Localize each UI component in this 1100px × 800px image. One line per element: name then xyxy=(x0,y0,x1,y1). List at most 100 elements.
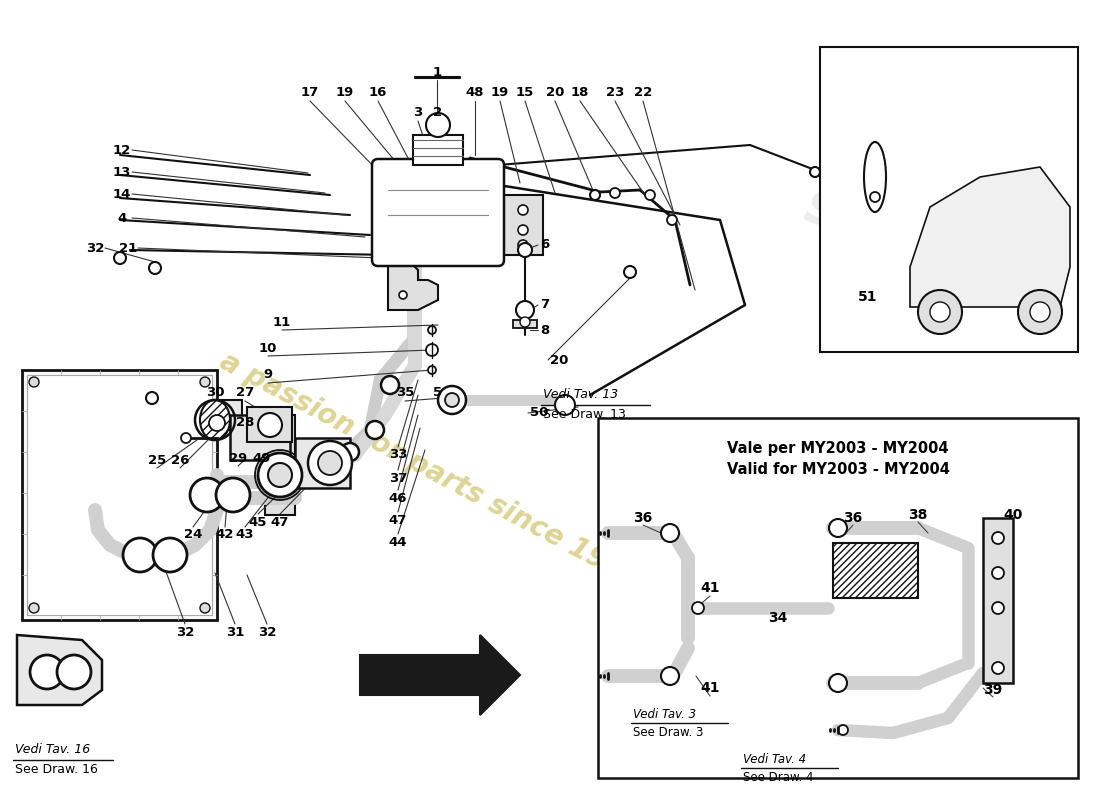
Circle shape xyxy=(838,725,848,735)
Bar xyxy=(820,47,1078,352)
Circle shape xyxy=(209,415,226,431)
Polygon shape xyxy=(16,635,102,705)
Text: 42: 42 xyxy=(216,529,234,542)
Bar xyxy=(28,375,212,615)
Text: 50: 50 xyxy=(530,406,549,419)
Text: 41: 41 xyxy=(701,581,719,595)
Circle shape xyxy=(520,317,530,327)
Circle shape xyxy=(590,190,600,200)
Circle shape xyxy=(200,377,210,387)
Text: Vale per MY2003 - MY2004: Vale per MY2003 - MY2004 xyxy=(727,441,948,455)
Text: 34: 34 xyxy=(768,611,788,625)
Circle shape xyxy=(661,667,679,685)
Text: 25: 25 xyxy=(147,454,166,466)
Circle shape xyxy=(518,243,532,257)
Circle shape xyxy=(318,451,342,475)
Circle shape xyxy=(438,386,466,414)
Text: 43: 43 xyxy=(235,529,254,542)
Circle shape xyxy=(258,413,282,437)
Text: 3: 3 xyxy=(414,106,422,119)
Circle shape xyxy=(446,393,459,407)
Text: 36: 36 xyxy=(634,511,652,525)
Text: 32: 32 xyxy=(86,242,104,254)
Polygon shape xyxy=(360,635,520,715)
Circle shape xyxy=(992,662,1004,674)
Circle shape xyxy=(918,290,962,334)
Text: 8: 8 xyxy=(540,323,549,337)
Text: 49: 49 xyxy=(253,451,272,465)
Text: 29: 29 xyxy=(229,451,248,465)
Circle shape xyxy=(1030,302,1050,322)
Text: 45: 45 xyxy=(249,515,267,529)
Text: See Draw. 16: See Draw. 16 xyxy=(15,763,98,776)
Circle shape xyxy=(829,519,847,537)
Text: 28: 28 xyxy=(235,417,254,430)
Text: Vedi Tav. 13: Vedi Tav. 13 xyxy=(543,388,618,401)
Text: 47: 47 xyxy=(271,515,289,529)
Bar xyxy=(217,400,242,430)
Text: Vedi Tav. 4: Vedi Tav. 4 xyxy=(742,753,806,766)
Bar xyxy=(503,195,543,255)
Text: 36: 36 xyxy=(844,511,862,525)
Circle shape xyxy=(57,655,91,689)
Text: 41: 41 xyxy=(701,681,719,695)
Circle shape xyxy=(610,188,620,198)
Circle shape xyxy=(428,366,436,374)
Text: 6: 6 xyxy=(540,238,549,251)
Text: 12: 12 xyxy=(113,143,131,157)
Text: 20: 20 xyxy=(546,86,564,99)
Text: 18: 18 xyxy=(571,86,590,99)
Bar xyxy=(412,135,463,165)
Text: 24: 24 xyxy=(184,529,202,542)
Circle shape xyxy=(426,113,450,137)
Circle shape xyxy=(29,377,38,387)
Circle shape xyxy=(692,602,704,614)
Circle shape xyxy=(661,524,679,542)
Text: 7: 7 xyxy=(540,298,549,311)
Circle shape xyxy=(518,240,528,250)
Text: 20: 20 xyxy=(550,354,569,366)
Text: 27: 27 xyxy=(235,386,254,399)
Polygon shape xyxy=(388,260,438,310)
Text: 46: 46 xyxy=(388,491,407,505)
Ellipse shape xyxy=(200,400,230,440)
Bar xyxy=(983,518,1013,683)
Circle shape xyxy=(399,291,407,299)
Ellipse shape xyxy=(864,142,886,212)
Bar xyxy=(295,438,350,488)
Text: 51: 51 xyxy=(858,290,878,304)
Circle shape xyxy=(829,674,847,692)
Polygon shape xyxy=(910,167,1070,307)
Text: 32: 32 xyxy=(176,626,195,638)
Text: 48: 48 xyxy=(465,86,484,99)
Text: 38: 38 xyxy=(909,508,927,522)
Text: 11: 11 xyxy=(273,315,292,329)
Text: 4: 4 xyxy=(118,211,127,225)
Text: 21: 21 xyxy=(119,242,138,254)
Text: 40: 40 xyxy=(1003,508,1023,522)
Bar xyxy=(22,370,217,620)
Bar xyxy=(513,320,537,328)
Text: 44: 44 xyxy=(388,535,407,549)
Circle shape xyxy=(870,192,880,202)
Text: Valid for MY2003 - MY2004: Valid for MY2003 - MY2004 xyxy=(727,462,949,478)
Circle shape xyxy=(190,478,224,512)
Text: 10: 10 xyxy=(258,342,277,354)
Text: See Draw. 3: See Draw. 3 xyxy=(632,726,703,739)
Text: 47: 47 xyxy=(388,514,407,526)
Bar xyxy=(598,418,1078,778)
Circle shape xyxy=(810,167,820,177)
Text: a passion for parts since 1985: a passion for parts since 1985 xyxy=(216,347,645,593)
Circle shape xyxy=(930,302,950,322)
Text: 19: 19 xyxy=(491,86,509,99)
Text: 17: 17 xyxy=(301,86,319,99)
Text: 31: 31 xyxy=(226,626,244,638)
Text: 30: 30 xyxy=(206,386,224,399)
Text: 19: 19 xyxy=(336,86,354,99)
Circle shape xyxy=(258,453,303,497)
Text: 32: 32 xyxy=(257,626,276,638)
Circle shape xyxy=(516,301,534,319)
Circle shape xyxy=(992,602,1004,614)
Text: 2: 2 xyxy=(433,106,442,119)
Text: 37: 37 xyxy=(388,471,407,485)
